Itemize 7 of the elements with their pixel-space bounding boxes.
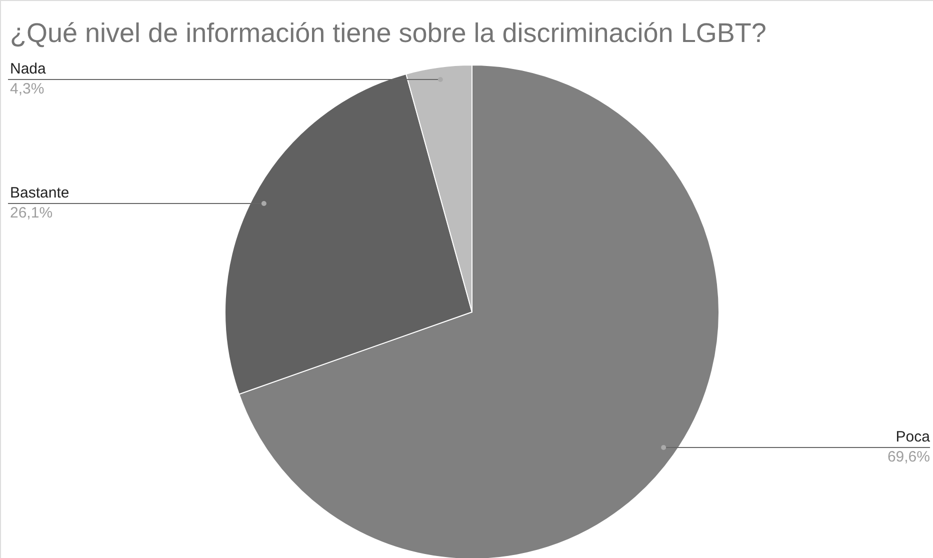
chart-title: ¿Qué nivel de información tiene sobre la discriminación LGBT? (10, 18, 766, 48)
data-label: 26,1% (10, 204, 53, 222)
data-label: 69,6% (887, 448, 930, 466)
data-label: 4,3% (10, 80, 44, 98)
slice-label: Nada (10, 60, 47, 78)
slice-label: Bastante (10, 184, 70, 202)
slice-label: Poca (896, 428, 931, 446)
